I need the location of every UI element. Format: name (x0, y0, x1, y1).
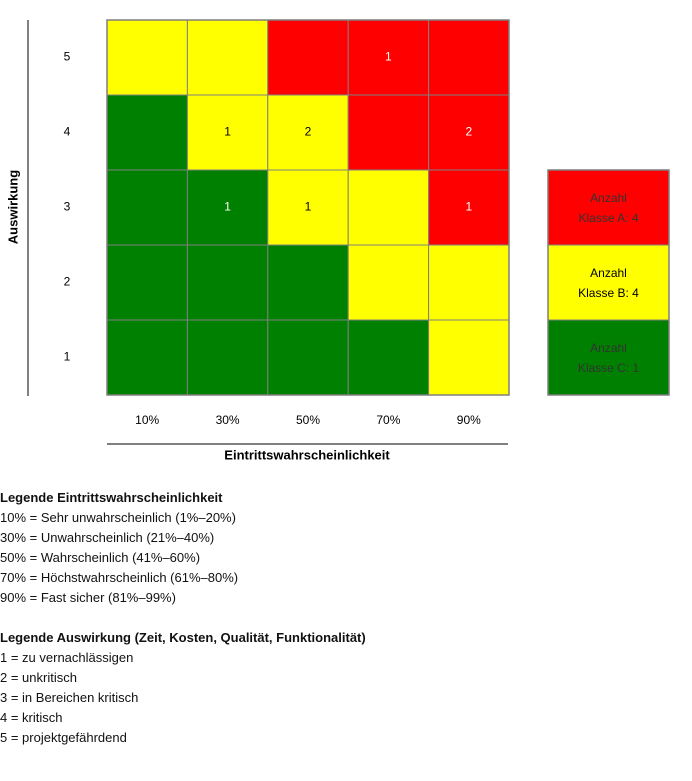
x-tick-label: 50% (296, 413, 320, 427)
cell-count-label: 1 (224, 200, 231, 214)
y-tick-label: 2 (64, 275, 71, 289)
matrix-cell (267, 169, 349, 246)
x-tick-label: 30% (216, 413, 240, 427)
legend-impact-item: 4 = kritisch (0, 710, 63, 725)
matrix-cell (186, 94, 269, 171)
class-summary-count-label: Klasse A: 4 (578, 211, 638, 225)
matrix-cell (347, 244, 430, 321)
class-summary-box (547, 319, 670, 396)
legend-probability-item: 90% = Fast sicher (81%–99%) (0, 590, 176, 605)
matrix-cell (267, 319, 349, 396)
cell-count-label: 1 (465, 200, 472, 214)
matrix-cell (186, 244, 269, 321)
matrix-cell (347, 94, 430, 171)
cell-count-label: 1 (305, 200, 312, 214)
class-summary-box (547, 244, 670, 321)
cell-count-label: 1 (385, 50, 392, 64)
legend-impact-item: 1 = zu vernachlässigen (0, 650, 134, 665)
matrix-cell (347, 319, 430, 396)
class-summary-label: Anzahl (590, 341, 627, 355)
matrix-cell (428, 19, 510, 96)
legend-probability-item: 50% = Wahrscheinlich (41%–60%) (0, 550, 201, 565)
class-summary-border (547, 169, 670, 396)
matrix-cell (428, 244, 510, 321)
y-tick-label: 3 (64, 200, 71, 214)
x-tick-label: 70% (376, 413, 400, 427)
class-summary-count-label: Klasse B: 4 (578, 286, 639, 300)
matrix-cell (267, 94, 349, 171)
matrix-border (106, 19, 510, 396)
x-tick-label: 10% (135, 413, 159, 427)
legend-probability-item: 70% = Höchstwahrscheinlich (61%–80%) (0, 570, 239, 585)
matrix-cell (347, 169, 430, 246)
y-tick-label: 1 (64, 350, 71, 364)
class-summary-count-label: Klasse C: 1 (578, 361, 640, 375)
y-tick-label: 5 (64, 50, 71, 64)
x-axis-title: Eintrittswahrscheinlichkeit (224, 447, 390, 462)
legend-probability-title: Legende Eintrittswahrscheinlichkeit (0, 490, 223, 505)
legend-impact-item: 3 = in Bereichen kritisch (0, 690, 139, 705)
matrix-cell (267, 244, 349, 321)
matrix-cell (186, 19, 269, 96)
legend-impact-item: 5 = projektgefährdend (0, 730, 127, 745)
cell-count-label: 1 (224, 125, 231, 139)
matrix-cell (106, 19, 188, 96)
legend-impact: Legende Auswirkung (Zeit, Kosten, Qualit… (0, 628, 660, 748)
legend-probability-item: 10% = Sehr unwahrscheinlich (1%–20%) (0, 510, 236, 525)
matrix-cell (347, 19, 430, 96)
class-summary-label: Anzahl (590, 266, 627, 280)
matrix-cell (106, 169, 188, 246)
cell-count-label: 2 (465, 125, 472, 139)
y-axis-title: Auswirkung (5, 170, 20, 244)
legend-impact-title: Legende Auswirkung (Zeit, Kosten, Qualit… (0, 630, 366, 645)
x-tick-label: 90% (457, 413, 481, 427)
legend-probability-item: 30% = Unwahrscheinlich (21%–40%) (0, 530, 215, 545)
matrix-cell (428, 319, 510, 396)
matrix-cell (106, 94, 188, 171)
matrix-cell (428, 169, 510, 246)
cell-count-label: 2 (305, 125, 312, 139)
legend-impact-item: 2 = unkritisch (0, 670, 77, 685)
matrix-cell (186, 319, 269, 396)
risk-matrix-chart: 1 5 1 2 2 4 1 1 1 3 2 1 10% 30% 50% 70% 90% Eintrittswahr… (5, 19, 670, 462)
matrix-cell (428, 94, 510, 171)
matrix-cell (267, 19, 349, 96)
class-summary-label: Anzahl (590, 191, 627, 205)
matrix-cell (106, 244, 188, 321)
y-tick-label: 4 (64, 125, 71, 139)
matrix-cell (106, 319, 188, 396)
legend-probability: Legende Eintrittswahrscheinlichkeit 10% … (0, 488, 660, 608)
class-summary-box (547, 169, 670, 246)
